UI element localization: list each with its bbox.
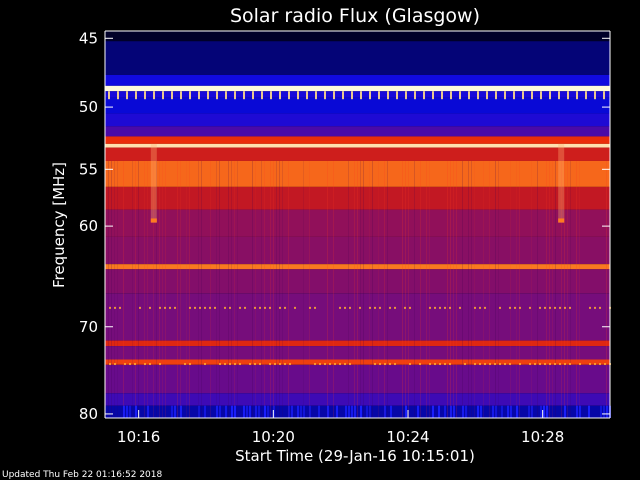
frequency-band	[105, 186, 610, 210]
frequency-band	[105, 364, 610, 394]
frequency-band	[105, 359, 610, 365]
x-tick-label: 10:28	[521, 428, 564, 446]
y-tick-label: 60	[79, 217, 98, 235]
frequency-band	[105, 126, 610, 137]
frequency-band	[105, 85, 610, 92]
frequency-band	[105, 264, 610, 270]
y-tick-label: 80	[79, 405, 98, 423]
x-tick-label: 10:20	[252, 428, 295, 446]
updated-timestamp: Updated Thu Feb 22 01:16:52 2018	[2, 470, 163, 480]
frequency-band	[105, 340, 610, 347]
x-axis-label: Start Time (29-Jan-16 10:15:01)	[235, 447, 475, 465]
y-tick-label: 70	[79, 318, 98, 336]
x-tick-label: 10:16	[117, 428, 160, 446]
chart-title: Solar radio Flux (Glasgow)	[230, 5, 480, 27]
frequency-band	[105, 74, 610, 86]
frequency-band	[105, 97, 610, 114]
x-axis: 10:16 10:20 10:24 10:28	[105, 30, 610, 446]
y-axis-label: Frequency [MHz]	[50, 162, 68, 288]
frequency-band	[105, 346, 610, 360]
frequency-band	[105, 91, 610, 98]
frequency-band	[105, 143, 610, 148]
frequency-band	[105, 31, 610, 42]
frequency-band	[105, 293, 610, 341]
frequency-band	[105, 209, 610, 237]
frequency-band	[105, 136, 610, 144]
frequency-band	[105, 236, 610, 265]
x-tick-label: 10:24	[386, 428, 429, 446]
frequency-band	[105, 160, 610, 187]
y-tick-label: 55	[79, 160, 98, 178]
frequency-band	[105, 393, 610, 406]
plot-area	[105, 31, 611, 419]
y-tick-label: 45	[79, 29, 98, 47]
frequency-band	[105, 113, 610, 127]
spectrogram-texture	[105, 91, 611, 419]
frequency-band	[105, 147, 610, 161]
y-tick-label: 50	[79, 98, 98, 116]
y-axis: 45 50 55 60 70 80	[79, 29, 611, 423]
frequency-band	[105, 269, 610, 294]
frequency-band	[105, 41, 610, 75]
